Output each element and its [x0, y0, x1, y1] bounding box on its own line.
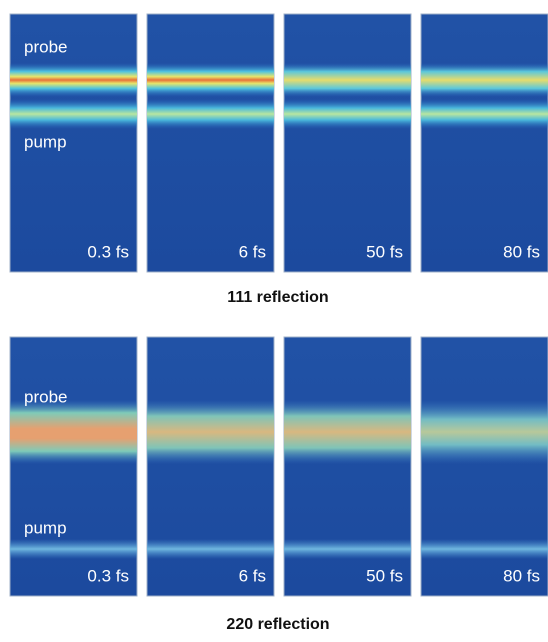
- caption: 111 reflection: [227, 289, 328, 306]
- time-label: 50 fs: [366, 242, 403, 261]
- band: [284, 99, 411, 129]
- panel-background: [420, 13, 548, 273]
- time-label: 0.3 fs: [87, 566, 129, 585]
- band: [147, 539, 274, 559]
- band: [421, 400, 548, 464]
- band: [10, 63, 137, 97]
- panel: 6 fs: [146, 336, 275, 597]
- figure-row: 0.3 fs 6 fs 50 fs 80 fs probe pump 220 reflect…: [9, 336, 548, 633]
- band: [10, 400, 137, 464]
- time-label: 80 fs: [503, 566, 540, 585]
- figure-row: 0.3 fs 6 fs 50 fs 80 fs probe pump 111 reflect…: [9, 13, 548, 306]
- probe-label: probe: [24, 37, 67, 56]
- panel: 0.3 fs: [9, 336, 138, 597]
- band: [421, 63, 548, 97]
- panel: 50 fs: [283, 13, 412, 273]
- band: [421, 99, 548, 129]
- panel-background: [146, 13, 275, 273]
- band: [284, 539, 411, 559]
- time-label: 0.3 fs: [87, 242, 129, 261]
- pump-label: pump: [24, 132, 67, 151]
- panel-background: [283, 13, 412, 273]
- panel: 50 fs: [283, 336, 412, 597]
- band: [284, 400, 411, 464]
- time-label: 6 fs: [239, 242, 266, 261]
- probe-label: probe: [24, 387, 67, 406]
- panel: 6 fs: [146, 13, 275, 273]
- band: [147, 63, 274, 97]
- band: [147, 99, 274, 129]
- band: [421, 539, 548, 559]
- caption: 220 reflection: [226, 616, 329, 633]
- band: [284, 63, 411, 97]
- time-label: 80 fs: [503, 242, 540, 261]
- time-label: 6 fs: [239, 566, 266, 585]
- panel-background: [9, 13, 138, 273]
- pump-label: pump: [24, 518, 67, 537]
- band: [147, 400, 274, 464]
- band: [10, 99, 137, 129]
- band: [10, 539, 137, 559]
- time-label: 50 fs: [366, 566, 403, 585]
- panel: 80 fs: [420, 336, 548, 597]
- panel: 80 fs: [420, 13, 548, 273]
- panel: 0.3 fs: [9, 13, 138, 273]
